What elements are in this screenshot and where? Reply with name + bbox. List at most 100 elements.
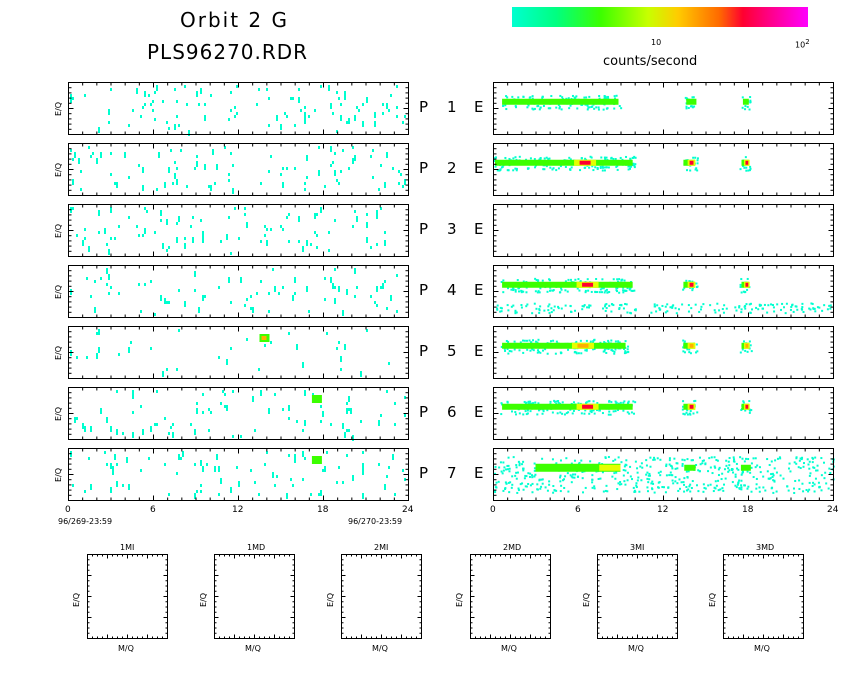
heat-cell [653, 491, 656, 494]
heat-cell [232, 164, 234, 167]
heat-cell [316, 213, 318, 216]
heat-cell [718, 309, 721, 312]
heat-cell [612, 304, 615, 307]
heat-cell [596, 409, 599, 412]
heat-cell [599, 464, 621, 471]
heat-cell [727, 460, 730, 463]
heat-cell [708, 457, 711, 460]
heat-cell [104, 451, 106, 454]
heat-cell [568, 156, 571, 159]
heat-cell [555, 489, 558, 492]
heat-cell [564, 165, 567, 168]
heat-cell [380, 286, 382, 289]
heat-cell [522, 290, 525, 293]
heat-cell [682, 339, 685, 342]
heat-cell [591, 341, 594, 344]
heat-cell [686, 98, 697, 105]
heat-cell [615, 289, 618, 292]
heat-cell [616, 278, 619, 281]
heat-cell [823, 304, 826, 307]
heat-cell [694, 168, 697, 171]
mass-panel-title: 1MD [247, 543, 266, 552]
heat-cell [184, 237, 186, 240]
heat-cell [496, 304, 499, 307]
heat-cell [244, 213, 246, 216]
heat-cell [749, 165, 752, 168]
heat-cell [513, 340, 516, 343]
heat-cell [789, 470, 792, 473]
heat-cell [507, 456, 510, 459]
heat-cell [573, 459, 576, 462]
heat-cell [352, 435, 354, 441]
panel-frame [68, 387, 409, 440]
heat-cell [616, 286, 619, 289]
heat-cell [636, 479, 639, 482]
heat-cell [683, 459, 686, 462]
heat-cell [224, 393, 226, 396]
mass-panel-title: 3MI [630, 543, 645, 552]
heat-cell [526, 409, 529, 412]
heat-cell [518, 462, 521, 465]
heat-cell [764, 489, 767, 492]
heat-cell [588, 304, 591, 307]
heat-cell [558, 107, 561, 110]
heat-cell [687, 304, 690, 307]
heat-cell [398, 182, 400, 185]
heat-cell [671, 467, 674, 470]
heat-cell [556, 412, 559, 415]
mass-panel-6 [723, 554, 804, 639]
heat-cell [606, 490, 609, 493]
heat-cell [326, 332, 328, 335]
heat-cell [696, 157, 699, 160]
heat-cell [686, 409, 689, 412]
heat-cell [516, 491, 519, 494]
heat-cell [166, 249, 168, 252]
heat-cell [559, 490, 562, 493]
heat-cell [112, 466, 114, 469]
heat-cell [302, 478, 304, 481]
heat-cell [138, 164, 140, 167]
heat-cell [653, 456, 656, 459]
heat-cell [770, 487, 773, 490]
heat-cell [755, 483, 758, 486]
heat-cell [320, 85, 322, 88]
heat-cell [220, 402, 222, 405]
heat-cell [230, 109, 232, 112]
heat-cell [162, 243, 164, 249]
heat-cell [538, 291, 541, 294]
heat-cell [651, 480, 654, 483]
heat-cell [328, 231, 330, 234]
heat-cell [509, 481, 512, 484]
heat-cell [624, 469, 627, 472]
heat-cell [354, 115, 356, 121]
heat-cell [514, 290, 517, 293]
heat-cell [320, 490, 322, 496]
heat-cell [632, 486, 635, 489]
heat-cell [515, 167, 518, 170]
heat-cell [531, 95, 534, 98]
heat-cell [613, 107, 616, 110]
panel-frame [68, 326, 409, 379]
heat-cell [749, 100, 752, 103]
heat-cell [228, 179, 230, 182]
heat-cell [691, 289, 694, 292]
heat-cell [261, 336, 267, 340]
panel-frame [723, 554, 804, 639]
heat-cell [634, 156, 637, 159]
heat-cell [732, 456, 735, 459]
heat-cell [374, 121, 376, 127]
heat-cell [328, 85, 330, 91]
heat-cell [741, 348, 744, 351]
heat-cell [150, 347, 152, 350]
heat-cell [184, 243, 186, 249]
heat-cell [306, 286, 308, 292]
time-tick-label: 6 [575, 505, 581, 515]
heat-cell [366, 329, 368, 332]
heat-cell [72, 158, 74, 161]
heat-cell [690, 459, 693, 462]
heat-cell [350, 408, 352, 414]
heat-cell [807, 463, 810, 466]
heat-cell [542, 410, 545, 413]
heat-cell [526, 412, 529, 415]
heat-cell [555, 340, 558, 343]
